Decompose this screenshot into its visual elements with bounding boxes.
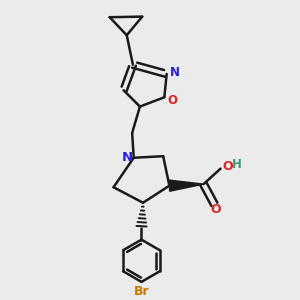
Text: N: N <box>121 151 132 164</box>
Text: Br: Br <box>134 285 149 298</box>
Text: O: O <box>211 203 221 216</box>
Text: O: O <box>167 94 177 107</box>
Text: H: H <box>232 158 242 171</box>
Text: N: N <box>170 66 180 79</box>
Text: O: O <box>222 160 233 172</box>
Polygon shape <box>169 180 203 191</box>
